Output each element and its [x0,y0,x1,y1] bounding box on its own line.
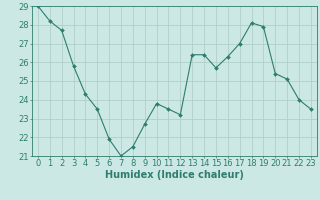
X-axis label: Humidex (Indice chaleur): Humidex (Indice chaleur) [105,170,244,180]
